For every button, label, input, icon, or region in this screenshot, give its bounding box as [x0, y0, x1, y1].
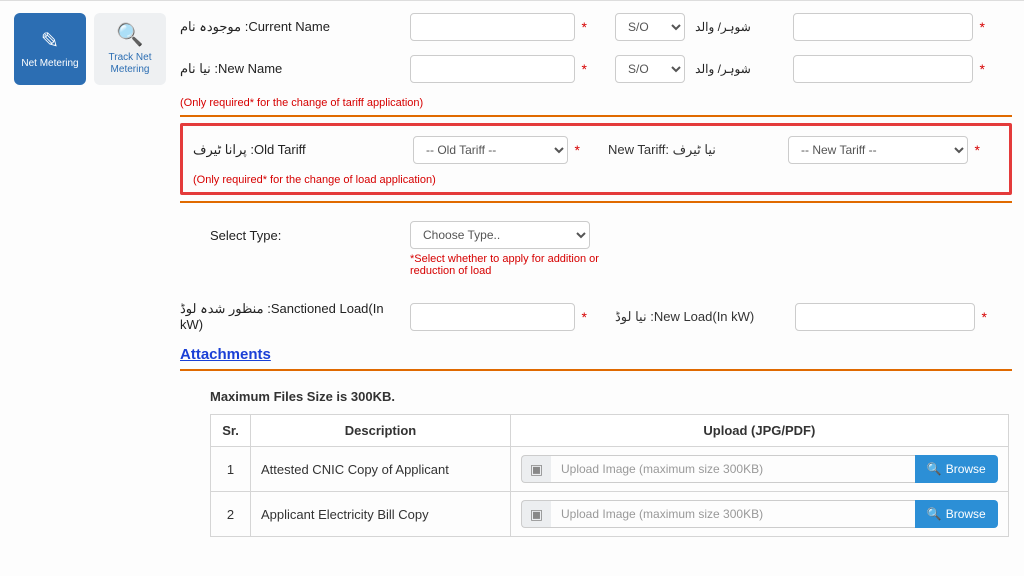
relation-new-select[interactable]: S/O	[615, 55, 685, 83]
new-load-label: نیا لوڈ :New Load(In kW)	[615, 309, 755, 325]
net-metering-button[interactable]: ✎ Net Metering	[14, 13, 86, 85]
relation-current-select[interactable]: S/O	[615, 13, 685, 41]
tariff-section-note: (Only required* for the change of load a…	[193, 174, 999, 186]
track-net-metering-button[interactable]: 🔍 Track Net Metering	[94, 13, 166, 85]
row-desc: Applicant Electricity Bill Copy	[251, 492, 511, 537]
old-tariff-select[interactable]: -- Old Tariff --	[413, 136, 568, 164]
required-star: *	[980, 61, 985, 77]
search-icon: 🔍	[116, 22, 143, 48]
relation-urdu-label: شوہر/ والد	[693, 20, 753, 34]
required-star: *	[582, 309, 587, 325]
search-icon: 🔍	[927, 507, 942, 521]
col-sr: Sr.	[211, 415, 251, 447]
name-section-note: (Only required* for the change of tariff…	[180, 97, 1012, 109]
attachments-table: Sr. Description Upload (JPG/PDF) 1 Attes…	[210, 414, 1009, 537]
image-icon: ▣	[521, 500, 551, 528]
divider	[180, 369, 1012, 371]
attachments-title: Attachments	[180, 346, 1012, 363]
new-relation-name-input[interactable]	[793, 55, 973, 83]
new-load-input[interactable]	[795, 303, 975, 331]
old-tariff-label: پرانا ٹیرف :Old Tariff	[193, 142, 413, 158]
attachments-max-note: Maximum Files Size is 300KB.	[210, 389, 1012, 404]
required-star: *	[575, 142, 580, 158]
divider	[180, 201, 1012, 203]
divider	[180, 115, 1012, 117]
browse-label: Browse	[946, 462, 986, 476]
required-star: *	[980, 19, 985, 35]
table-row: 2 Applicant Electricity Bill Copy ▣ Uplo…	[211, 492, 1009, 537]
new-tariff-label: New Tariff: نیا ٹیرف	[608, 142, 748, 158]
select-type-label: Select Type:	[180, 228, 410, 243]
table-row: 1 Attested CNIC Copy of Applicant ▣ Uplo…	[211, 447, 1009, 492]
browse-button[interactable]: 🔍 Browse	[915, 500, 998, 528]
row-desc: Attested CNIC Copy of Applicant	[251, 447, 511, 492]
required-star: *	[582, 19, 587, 35]
upload-placeholder: Upload Image (maximum size 300KB)	[551, 500, 915, 528]
select-type-dropdown[interactable]: Choose Type..	[410, 221, 590, 249]
required-star: *	[975, 142, 980, 158]
tariff-highlight-box: پرانا ٹیرف :Old Tariff -- Old Tariff -- …	[180, 123, 1012, 195]
new-name-input[interactable]	[410, 55, 575, 83]
sanctioned-load-input[interactable]	[410, 303, 575, 331]
current-name-input[interactable]	[410, 13, 575, 41]
new-name-label: نیا نام :New Name	[180, 61, 410, 77]
browse-button[interactable]: 🔍 Browse	[915, 455, 998, 483]
required-star: *	[982, 309, 987, 325]
relation-urdu-label-2: شوہر/ والد	[693, 62, 753, 76]
image-icon: ▣	[521, 455, 551, 483]
edit-icon: ✎	[41, 28, 59, 54]
required-star: *	[582, 61, 587, 77]
sanctioned-load-label: منظور شدہ لوڈ :Sanctioned Load(In kW)	[180, 301, 410, 332]
search-icon: 🔍	[927, 462, 942, 476]
new-tariff-select[interactable]: -- New Tariff --	[788, 136, 968, 164]
current-relation-name-input[interactable]	[793, 13, 973, 41]
col-desc: Description	[251, 415, 511, 447]
track-net-metering-label: Track Net Metering	[94, 52, 166, 76]
browse-label: Browse	[946, 507, 986, 521]
select-type-note: *Select whether to apply for addition or…	[410, 253, 610, 277]
row-sr: 2	[211, 492, 251, 537]
row-sr: 1	[211, 447, 251, 492]
col-upload: Upload (JPG/PDF)	[511, 415, 1009, 447]
current-name-label: موجودہ نام :Current Name	[180, 19, 410, 35]
net-metering-label: Net Metering	[21, 58, 78, 70]
upload-placeholder: Upload Image (maximum size 300KB)	[551, 455, 915, 483]
